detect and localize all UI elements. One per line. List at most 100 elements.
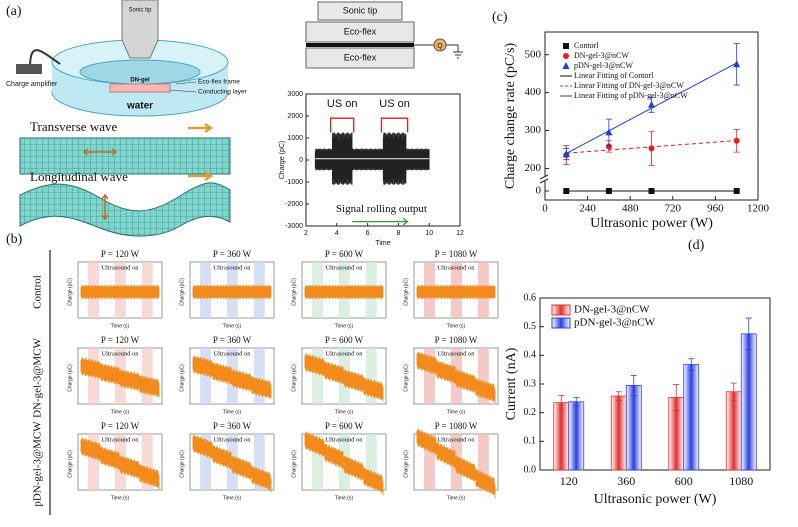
panel-title: P = 120 W: [101, 335, 140, 345]
mini-annotation: Ultrasound on: [437, 264, 475, 271]
marker: [605, 143, 612, 150]
mini-y-label: Charge (pC): [179, 364, 185, 392]
mini-x-label: Time (s): [335, 409, 353, 415]
y-tick-label: 200: [525, 162, 542, 174]
x-tick-label: 2: [304, 230, 308, 237]
shade: [253, 348, 265, 404]
bar: [553, 402, 570, 471]
y-tick-label: 300: [525, 124, 542, 136]
x-tick-label: 1200: [747, 203, 770, 215]
marker: [733, 137, 740, 144]
panel-title: P = 600 W: [325, 421, 364, 431]
error-bar: [688, 358, 695, 371]
annotation: Signal rolling output: [336, 203, 427, 215]
panel-title: P = 360 W: [213, 335, 252, 345]
marker: [562, 150, 570, 158]
mini-x-label: Time (s): [111, 495, 129, 501]
y-tick-label: 3000: [287, 91, 303, 98]
shade: [477, 348, 489, 404]
row-label: DN-gel-3@MCW: [32, 337, 44, 417]
mini-trace: [192, 434, 272, 493]
legend-label: Contorl: [574, 41, 599, 50]
bar: [725, 391, 742, 471]
marker: [605, 188, 612, 194]
shade: [200, 434, 211, 490]
shade: [365, 348, 377, 404]
x-tick-label: 6: [366, 230, 370, 237]
error-bar: [573, 397, 580, 407]
setup-illustration: [16, 0, 231, 237]
x-tick-label: 960: [707, 203, 724, 215]
x-axis-label: Time: [375, 240, 390, 247]
bar: [610, 395, 627, 471]
mini-x-label: Time (s): [335, 323, 353, 329]
mini-y-label: Charge (pC): [403, 450, 409, 478]
x-axis-label: Ultrasonic power (W): [590, 216, 713, 231]
x-tick-label: 10: [425, 230, 433, 237]
legend-label: DN-gel-3@nCW: [574, 51, 629, 60]
mini-y-label: Charge (pC): [67, 364, 73, 392]
mini-x-label: Time (s): [447, 495, 465, 501]
x-tick-label: 240: [579, 203, 596, 215]
mini-annotation: Ultrasound on: [213, 436, 251, 443]
marker: [648, 145, 655, 152]
legend-swatch: [551, 304, 571, 316]
y-tick-label: 0.2: [524, 407, 537, 418]
mini-x-label: Time (s): [111, 409, 129, 415]
mini-x-label: Time (s): [223, 495, 241, 501]
marker: [563, 188, 570, 194]
label: Sonic tip: [343, 5, 378, 15]
x-tick-label: 4: [335, 230, 339, 237]
y-tick-label: 0.1: [524, 436, 537, 447]
annotation: US on: [327, 98, 358, 110]
x-tick-label: 12: [456, 230, 464, 237]
mini-annotation: Ultrasound on: [437, 350, 475, 357]
panel-title: P = 360 W: [213, 249, 252, 259]
x-tick-label: 600: [675, 474, 693, 488]
shade: [424, 348, 435, 404]
error-bar: [673, 384, 680, 411]
label: Transverse wave: [30, 119, 117, 134]
x-tick-label: 0: [542, 203, 548, 215]
mini-y-label: Charge (pC): [403, 364, 409, 392]
x-tick-label: 720: [665, 203, 682, 215]
mini-y-label: Charge (pC): [291, 364, 297, 392]
label: Sonic tip: [128, 8, 152, 14]
axis-break: [539, 174, 549, 184]
marker: [563, 43, 569, 49]
mini-trace: [304, 285, 384, 299]
legend-swatch: [551, 317, 571, 329]
x-tick-label: 480: [622, 203, 639, 215]
mini-x-label: Time (s): [111, 323, 129, 329]
mini-y-label: Charge (pC): [67, 278, 73, 306]
x-tick-label: 8: [396, 230, 400, 237]
shade: [88, 434, 99, 490]
legend-label: Linear Fitting of pDN-gel-3@nCW: [574, 91, 688, 100]
label: Conducting layer: [198, 89, 248, 96]
label: Longitudinal wave: [30, 169, 128, 184]
y-tick-label: 0.4: [524, 350, 537, 361]
mini-annotation: Ultrasound on: [325, 264, 363, 271]
label: water: [126, 101, 153, 112]
panel-label: (c): [492, 10, 508, 25]
mini-annotation: Ultrasound on: [325, 350, 363, 357]
mini-y-label: Charge (pC): [291, 278, 297, 306]
y-tick-label: -3000: [285, 223, 303, 230]
mini-trace: [192, 355, 272, 400]
bar: [568, 401, 585, 471]
mini-y-label: Charge (pC): [179, 278, 185, 306]
mini-x-label: Time (s): [447, 409, 465, 415]
mini-annotation: Ultrasound on: [101, 264, 139, 271]
x-tick-label: 120: [560, 474, 578, 488]
legend-label: pDN-gel-3@nCW: [574, 317, 656, 329]
panel-title: P = 1080 W: [435, 421, 478, 431]
shade: [312, 434, 323, 490]
y-axis-label: Charge (pC): [279, 141, 286, 180]
mini-trace: [416, 428, 496, 499]
mini-annotation: Ultrasound on: [437, 436, 475, 443]
marker: [605, 128, 613, 136]
panel-title: P = 600 W: [325, 335, 364, 345]
mini-x-label: Time (s): [223, 409, 241, 415]
y-tick-label: 500: [525, 48, 542, 60]
